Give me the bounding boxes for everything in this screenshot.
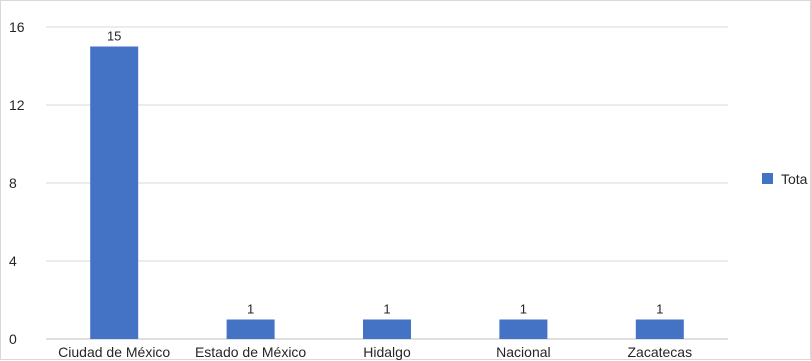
x-category-label: Zacatecas	[628, 344, 693, 360]
y-axis-ticks: 0 4 8 12 16	[9, 19, 25, 347]
data-label: 1	[247, 302, 254, 317]
x-category-label: Ciudad de México	[58, 344, 170, 360]
y-tick-label: 8	[9, 175, 17, 191]
data-label: 1	[520, 302, 527, 317]
x-category-label: Nacional	[496, 344, 550, 360]
data-label: 15	[107, 29, 121, 44]
legend-swatch-total	[762, 173, 773, 184]
bar	[363, 319, 411, 339]
x-category-label: Estado de México	[195, 344, 306, 360]
data-labels: 15 1 1 1 1	[107, 29, 663, 317]
x-axis-categories: Ciudad de México Estado de México Hidalgo N…	[58, 344, 692, 360]
y-tick-label: 0	[9, 331, 17, 347]
bar	[226, 319, 275, 339]
x-category-label: Hidalgo	[363, 344, 411, 360]
bar	[90, 46, 139, 339]
y-tick-label: 4	[9, 253, 17, 269]
y-tick-label: 16	[9, 19, 25, 35]
legend-label-total: Tota	[781, 171, 808, 187]
data-label: 1	[383, 302, 390, 317]
gridlines	[46, 26, 728, 340]
legend: Tota	[762, 171, 808, 187]
bar	[635, 319, 684, 339]
bar	[499, 319, 548, 339]
bars	[90, 46, 684, 339]
y-tick-label: 12	[9, 97, 25, 113]
data-label: 1	[656, 302, 663, 317]
